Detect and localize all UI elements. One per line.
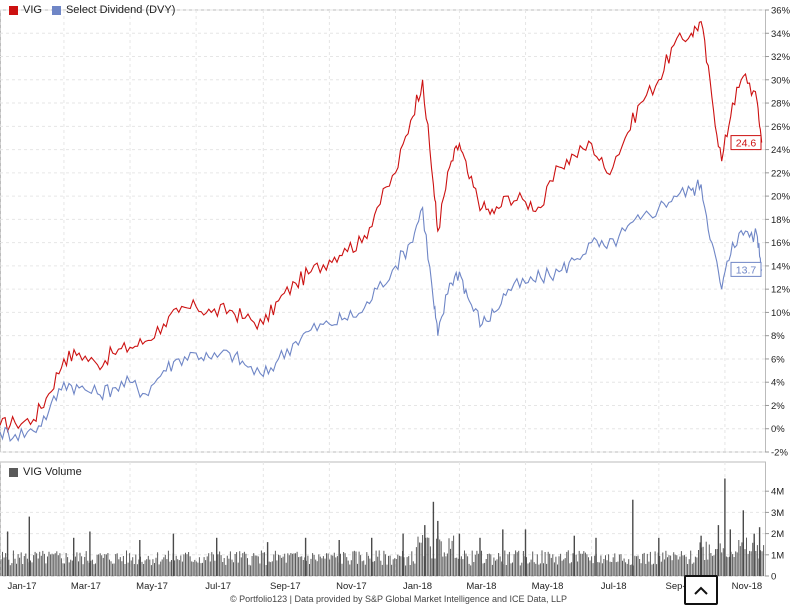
x-tick-label: Nov-18: [732, 581, 763, 592]
price-tick-label: 6%: [771, 354, 785, 365]
x-tick-label: Mar-17: [71, 581, 101, 592]
x-tick-label: Sep-17: [270, 581, 301, 592]
volume-tick-label: 1M: [771, 550, 784, 561]
x-tick-label: Sep-18: [665, 581, 696, 592]
x-tick-label: Jul-18: [601, 581, 627, 592]
x-tick-label: Jan-18: [403, 581, 432, 592]
end-label-box: [730, 135, 762, 151]
x-tick-label: May-17: [136, 581, 168, 592]
x-tick-label: Jan-17: [7, 581, 36, 592]
price-grid: [0, 9, 766, 453]
volume-legend: VIG Volume: [9, 466, 82, 478]
price-tick-label: 8%: [771, 331, 785, 342]
volume-tick-label: 4M: [771, 487, 784, 498]
end-value-label: 24.6: [736, 138, 757, 150]
legend-label-volume: VIG Volume: [23, 466, 82, 478]
legend-label-vig: VIG: [23, 4, 42, 16]
chevron-up-icon: [694, 586, 708, 595]
series-line-dvy: [0, 179, 763, 443]
price-tick-label: 26%: [771, 122, 791, 133]
x-tick-label: Jul-17: [205, 581, 231, 592]
x-tick-label: Nov-17: [336, 581, 367, 592]
price-tick-label: 12%: [771, 285, 791, 296]
price-tick-label: 2%: [771, 401, 785, 412]
price-tick-label: -2%: [771, 448, 788, 459]
price-tick-label: 18%: [771, 215, 791, 226]
legend-swatch-volume: [9, 467, 18, 477]
legend-swatch-vig: [9, 5, 18, 15]
volume-tick-label: 0: [771, 572, 776, 583]
legend-label-dvy: Select Dividend (DVY): [65, 4, 176, 16]
price-plot-frame: [0, 9, 766, 453]
price-tick-label: 20%: [771, 192, 791, 203]
volume-bars: [0, 478, 765, 576]
price-tick-label: 34%: [771, 29, 791, 40]
end-value-label: 13.7: [736, 264, 757, 276]
volume-tick-label: 2M: [771, 529, 784, 540]
series-line-vig: [0, 20, 763, 433]
chart-legend: VIG Select Dividend (DVY): [9, 4, 175, 16]
price-tick-label: 28%: [771, 99, 791, 110]
x-tick-label: May-18: [532, 581, 564, 592]
price-tick-label: 16%: [771, 238, 791, 249]
price-y-axis: 36% 34% 32% 30% 28% 26% 24% 22% 20% 18% 16% 14% 12% 1…: [765, 6, 791, 459]
data-attribution: © Portfolio123 | Data provided by S&P Gl…: [230, 594, 567, 604]
price-tick-label: 32%: [771, 52, 791, 63]
legend-swatch-dvy: [51, 5, 61, 15]
volume-y-axis: 4M 3M 2M 1M 0: [765, 487, 784, 583]
price-series: 24.6 13.7: [0, 20, 763, 443]
price-tick-label: 36%: [771, 6, 791, 17]
price-tick-label: 4%: [771, 378, 785, 389]
price-tick-label: 22%: [771, 168, 791, 179]
price-tick-label: 0%: [771, 424, 785, 435]
price-tick-label: 24%: [771, 145, 791, 156]
scroll-to-top-button[interactable]: [684, 575, 718, 605]
price-tick-label: 14%: [771, 261, 791, 272]
volume-tick-label: 3M: [771, 508, 784, 519]
price-tick-label: 30%: [771, 75, 791, 86]
x-axis: Jan-17 Mar-17 May-17 Jul-17 Sep-17 Nov-17 Jan-…: [7, 581, 762, 592]
end-label-box: [730, 261, 762, 277]
x-tick-label: Mar-18: [466, 581, 496, 592]
price-tick-label: 10%: [771, 308, 791, 319]
